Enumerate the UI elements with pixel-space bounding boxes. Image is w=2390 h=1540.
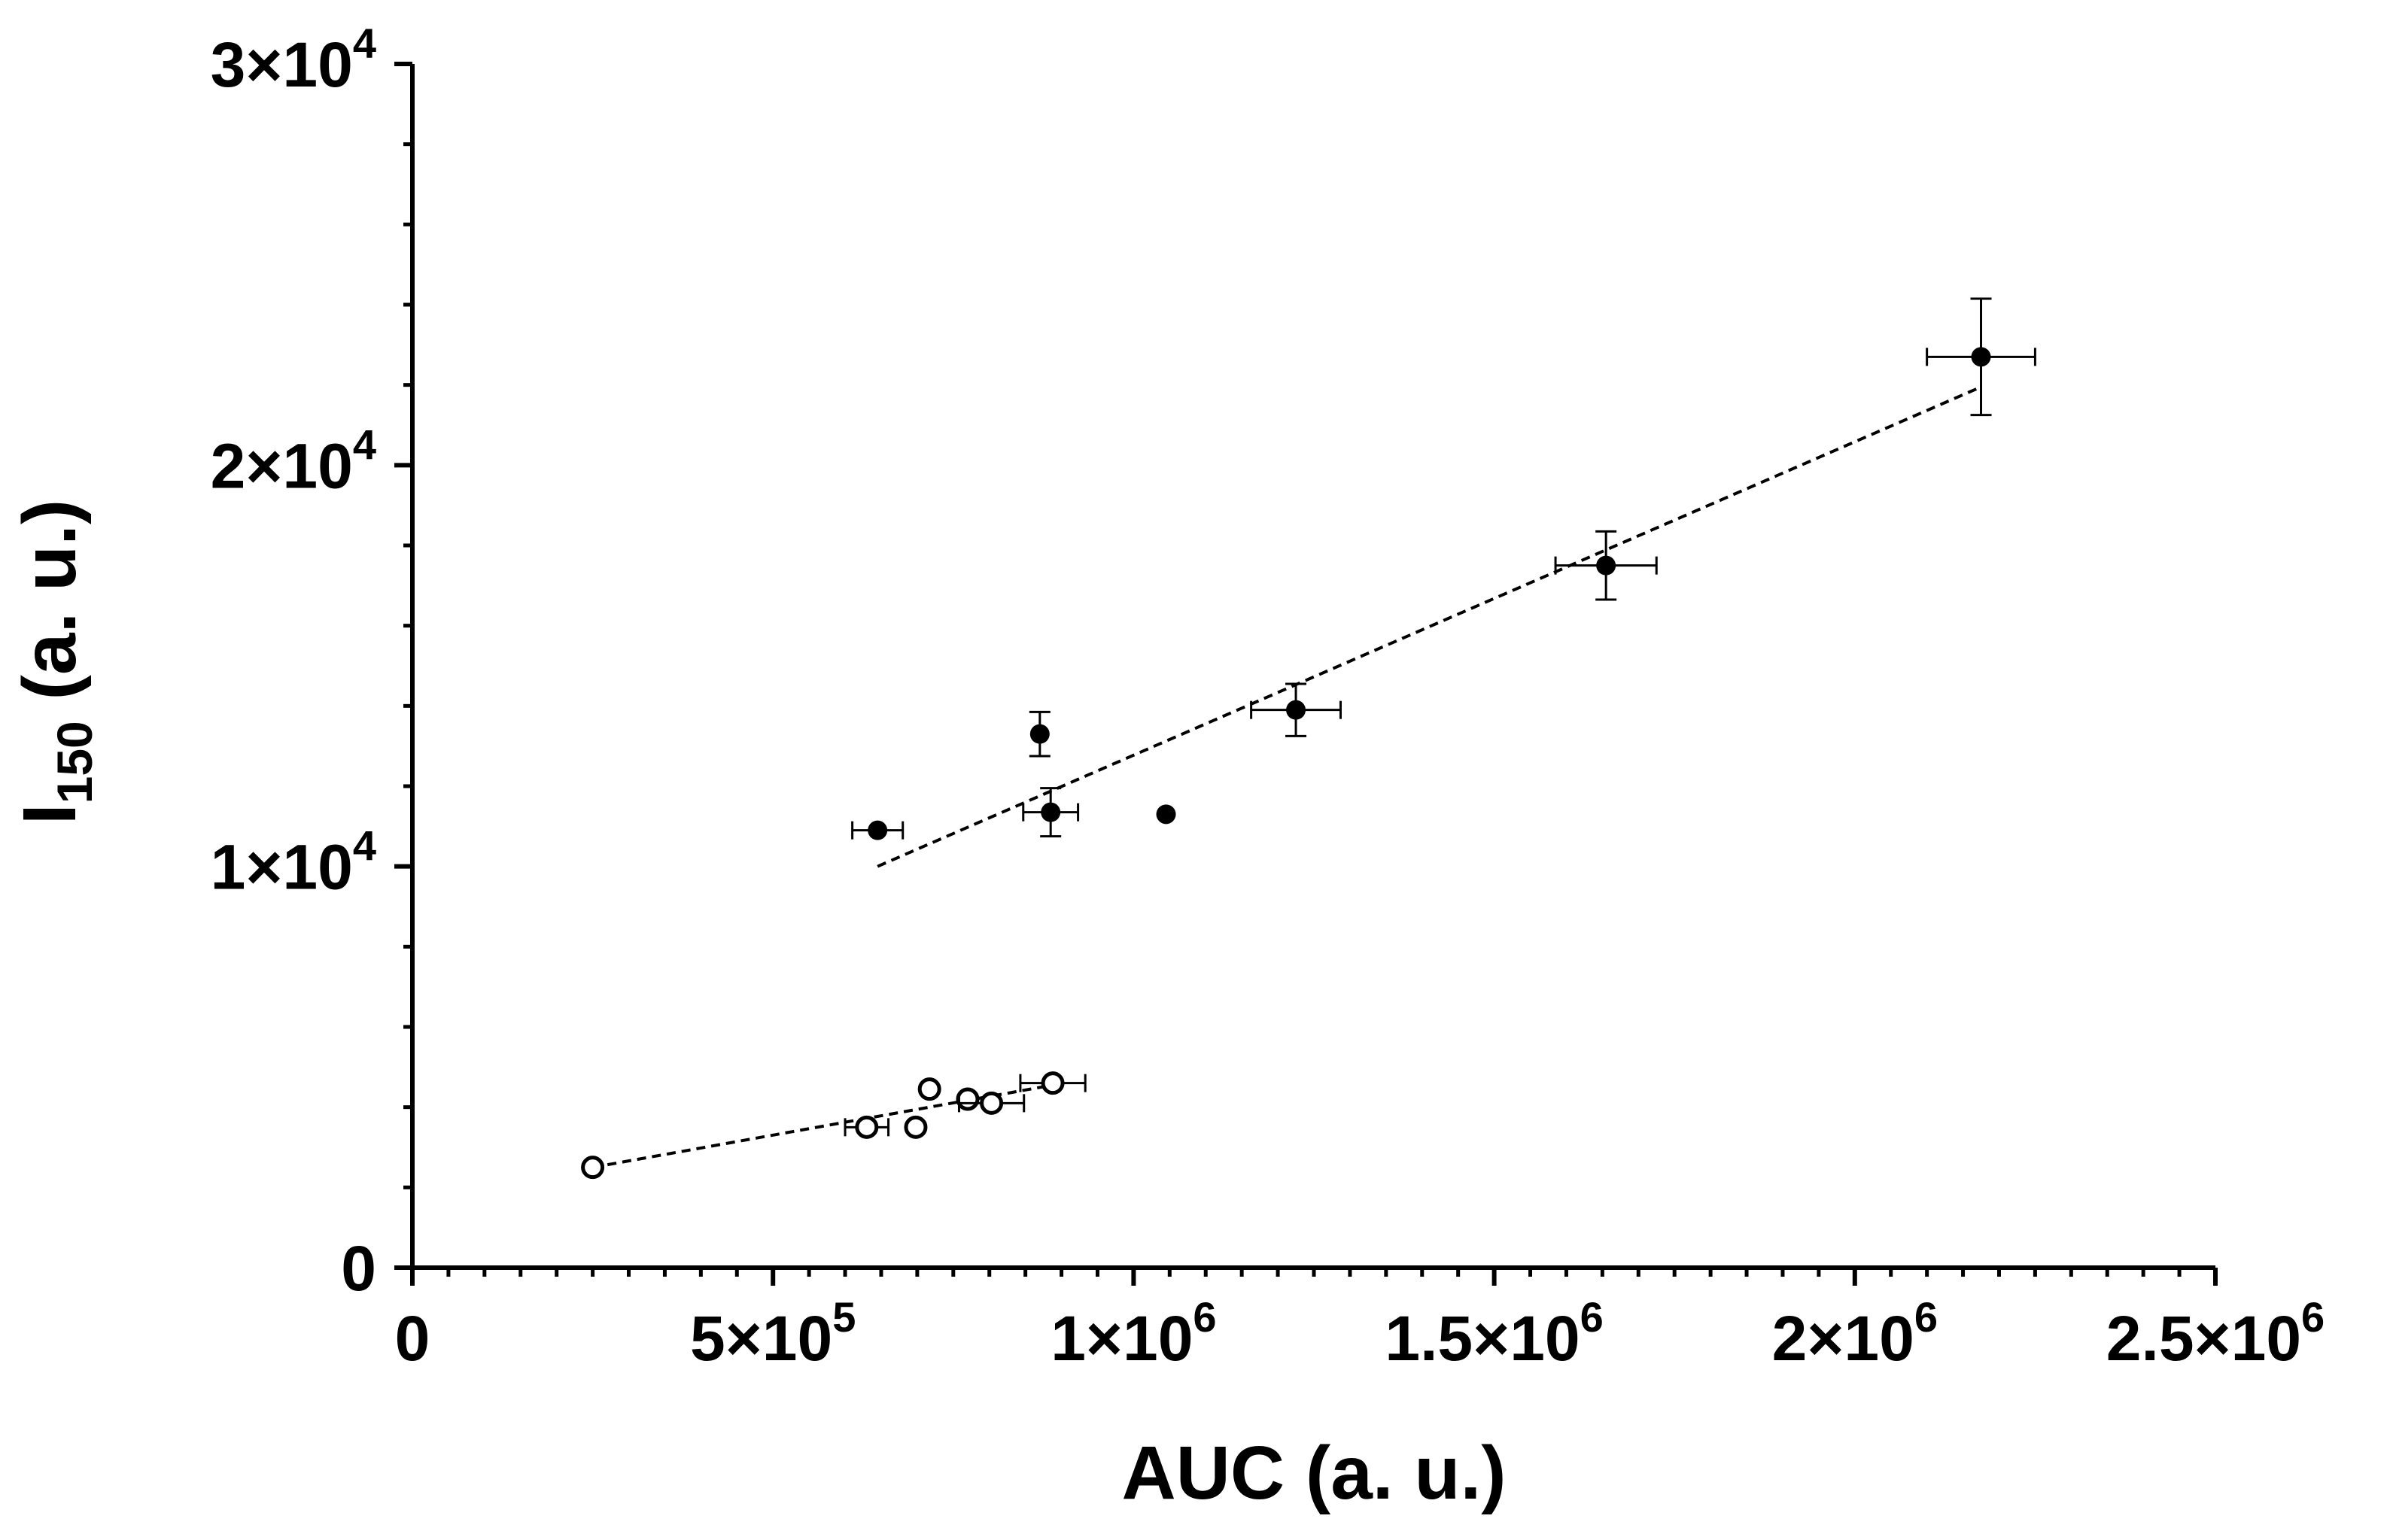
fit-line-series-1 xyxy=(877,385,1982,868)
tick-labels: 0 5×105 1×106 1.5×106 2×106 2.5×10601×1042×10… xyxy=(211,20,2325,1374)
filled-marker xyxy=(1286,700,1306,720)
y-tick-label-mantissa: 2×10 xyxy=(211,430,353,501)
data-point xyxy=(581,1156,605,1180)
open-marker xyxy=(855,1115,879,1139)
y-axis-title-subscript: 150 xyxy=(47,721,102,803)
x-tick-label-exponent: 6 xyxy=(2301,1293,2325,1341)
x-tick-label: 5×105 xyxy=(690,1293,856,1374)
open-marker xyxy=(904,1115,928,1139)
data-point xyxy=(957,1091,1026,1115)
x-tick-label: 0 xyxy=(395,1303,430,1374)
data-point xyxy=(844,1115,890,1139)
filled-marker xyxy=(868,820,888,840)
fit-lines xyxy=(592,385,1982,1169)
filled-marker xyxy=(1596,555,1616,576)
open-marker xyxy=(980,1091,1004,1115)
data-point xyxy=(917,1077,941,1101)
x-tick-label-exponent: 6 xyxy=(1193,1293,1216,1341)
y-tick-label-exponent: 4 xyxy=(353,20,376,67)
x-tick-label-mantissa: 0 xyxy=(395,1303,430,1374)
x-tick-label: 1.5×106 xyxy=(1385,1293,1603,1374)
data-point xyxy=(1554,530,1658,601)
data-points xyxy=(581,297,2036,1180)
data-point xyxy=(956,1087,980,1111)
y-tick-label: 3×104 xyxy=(211,20,376,100)
data-point xyxy=(1926,297,2036,417)
y-tick-label: 2×104 xyxy=(211,421,376,501)
open-marker xyxy=(956,1087,980,1111)
x-tick-label-exponent: 6 xyxy=(1580,1293,1604,1341)
y-tick-label-mantissa: 1×10 xyxy=(211,832,353,903)
open-marker xyxy=(1041,1071,1065,1095)
x-tick-label-exponent: 5 xyxy=(832,1293,856,1341)
x-tick-label: 2.5×106 xyxy=(2106,1293,2325,1374)
open-marker xyxy=(581,1156,605,1180)
x-tick-label-mantissa: 2×10 xyxy=(1772,1303,1914,1374)
y-tick-label: 0 xyxy=(341,1233,376,1304)
x-axis-title: AUC (a. u.) xyxy=(1121,1431,1506,1515)
y-axis-title: I150 (a. u.) xyxy=(8,500,102,825)
filled-marker xyxy=(1041,802,1061,822)
y-tick-label-mantissa: 0 xyxy=(341,1233,376,1304)
data-point xyxy=(1019,1071,1087,1095)
fit-line-series-2 xyxy=(592,1083,1054,1169)
axes xyxy=(394,62,2218,1286)
x-tick-label-mantissa: 1.5×10 xyxy=(1385,1303,1580,1374)
x-tick-label-mantissa: 5×10 xyxy=(690,1303,832,1374)
data-point xyxy=(1250,682,1342,737)
data-point xyxy=(1029,710,1051,758)
filled-marker xyxy=(1156,804,1176,825)
x-tick-label: 1×106 xyxy=(1051,1293,1216,1374)
data-point xyxy=(1156,804,1176,825)
data-point xyxy=(851,820,905,840)
y-tick-label-exponent: 4 xyxy=(353,822,376,870)
x-tick-label: 2×106 xyxy=(1772,1293,1938,1374)
filled-marker xyxy=(1029,724,1050,744)
x-tick-label-mantissa: 1×10 xyxy=(1051,1303,1193,1374)
x-tick-label-mantissa: 2.5×10 xyxy=(2106,1303,2301,1374)
y-axis-title-main: I xyxy=(8,803,92,825)
y-axis-title-rest: (a. u.) xyxy=(8,500,92,721)
y-tick-label: 1×104 xyxy=(211,822,376,903)
x-tick-label-exponent: 6 xyxy=(1914,1293,1938,1341)
data-point xyxy=(1022,787,1080,838)
y-tick-label-mantissa: 3×10 xyxy=(211,29,353,100)
open-marker xyxy=(917,1077,941,1101)
data-point xyxy=(904,1115,928,1139)
filled-marker xyxy=(1971,347,1991,367)
y-tick-label-exponent: 4 xyxy=(353,421,376,468)
